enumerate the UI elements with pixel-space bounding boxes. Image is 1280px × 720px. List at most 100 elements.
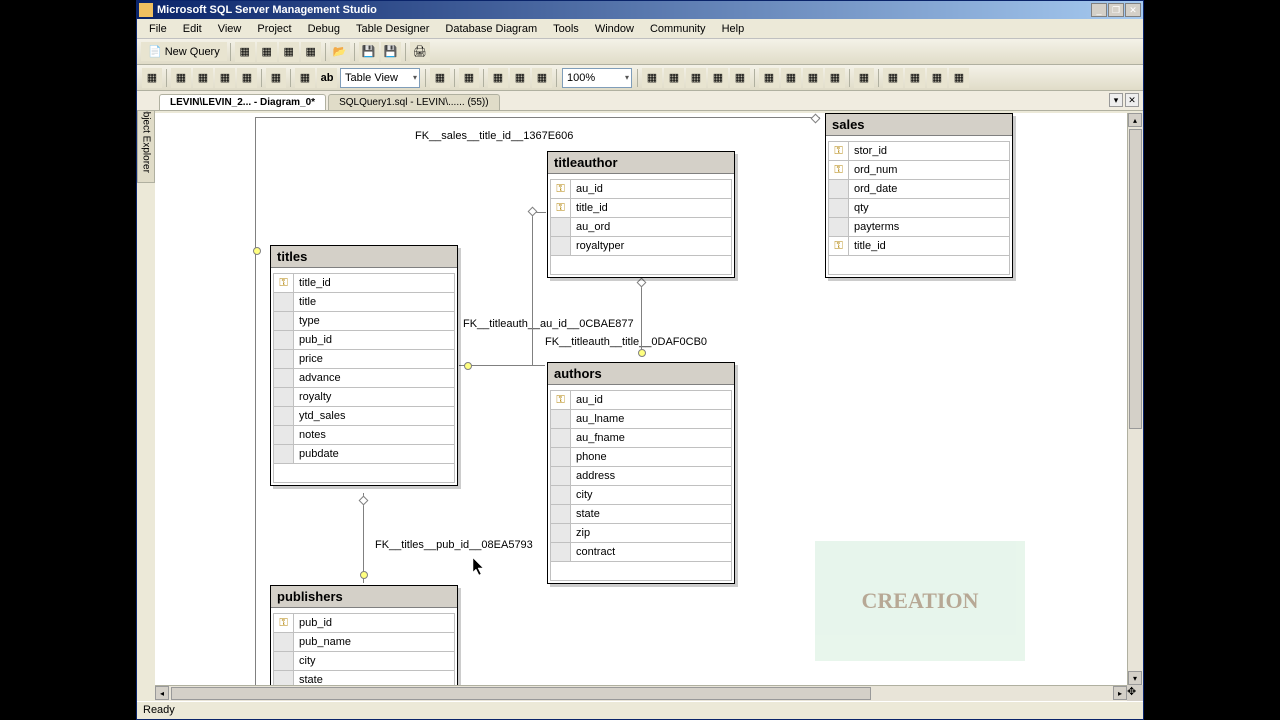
db-column-row[interactable]: au_ord: [551, 218, 731, 237]
open-button[interactable]: 📂: [330, 42, 350, 62]
db-column-row[interactable]: ytd_sales: [274, 407, 454, 426]
horizontal-scrollbar[interactable]: ◂ ▸: [155, 685, 1127, 701]
tb-d1[interactable]: ▦: [142, 68, 162, 88]
menu-file[interactable]: File: [141, 21, 175, 37]
db-column-row[interactable]: royalty: [274, 388, 454, 407]
tb-d4[interactable]: ▦: [215, 68, 235, 88]
db-table-header[interactable]: sales: [826, 114, 1012, 136]
save-button[interactable]: 💾: [359, 42, 379, 62]
menu-community[interactable]: Community: [642, 21, 714, 37]
db-column-row[interactable]: state: [551, 505, 731, 524]
db-column-row[interactable]: advance: [274, 369, 454, 388]
new-query-button[interactable]: 📄 New Query: [141, 42, 227, 61]
tab-dropdown-button[interactable]: ▾: [1109, 93, 1123, 107]
minimize-button[interactable]: _: [1091, 3, 1107, 17]
db-table-header[interactable]: authors: [548, 363, 734, 385]
tb-btn-2[interactable]: ▦: [257, 42, 277, 62]
close-button[interactable]: ✕: [1125, 3, 1141, 17]
tb-d24[interactable]: ▦: [905, 68, 925, 88]
tb-btn-3[interactable]: ▦: [279, 42, 299, 62]
menu-view[interactable]: View: [210, 21, 250, 37]
menu-database-diagram[interactable]: Database Diagram: [437, 21, 545, 37]
tb-d3[interactable]: ▦: [193, 68, 213, 88]
db-table-header[interactable]: titleauthor: [548, 152, 734, 174]
db-column-row[interactable]: au_fname: [551, 429, 731, 448]
menu-debug[interactable]: Debug: [300, 21, 348, 37]
save-all-button[interactable]: 💾: [381, 42, 401, 62]
db-column-row[interactable]: zip: [551, 524, 731, 543]
tb-d13[interactable]: ▦: [642, 68, 662, 88]
db-table-publishers[interactable]: publishers⚿pub_idpub_namecitystate: [270, 585, 458, 701]
scroll-thumb[interactable]: [1129, 129, 1142, 429]
tb-d9[interactable]: ▦: [459, 68, 479, 88]
tab-sqlquery[interactable]: SQLQuery1.sql - LEVIN\...... (55)): [328, 94, 500, 110]
db-table-sales[interactable]: sales ⚿stor_id⚿ord_numord_dateqtypayterms…: [825, 113, 1013, 278]
db-column-row[interactable]: phone: [551, 448, 731, 467]
tb-d5[interactable]: ▦: [237, 68, 257, 88]
scroll-thumb[interactable]: [171, 687, 871, 700]
menu-edit[interactable]: Edit: [175, 21, 210, 37]
db-table-header[interactable]: publishers: [271, 586, 457, 608]
db-column-row[interactable]: ⚿stor_id: [829, 142, 1009, 161]
scroll-up-button[interactable]: ▴: [1128, 113, 1142, 127]
db-column-row[interactable]: ⚿au_id: [551, 180, 731, 199]
tb-btn-1[interactable]: ▦: [235, 42, 255, 62]
titlebar[interactable]: Microsoft SQL Server Management Studio _…: [137, 1, 1143, 19]
db-column-row[interactable]: qty: [829, 199, 1009, 218]
zoom-dropdown[interactable]: 100%: [562, 68, 632, 88]
db-table-authors[interactable]: authors ⚿au_idau_lnameau_fnamephoneaddres…: [547, 362, 735, 584]
tb-d2[interactable]: ▦: [171, 68, 191, 88]
db-column-row[interactable]: ⚿ord_num: [829, 161, 1009, 180]
tb-btn-4[interactable]: ▦: [301, 42, 321, 62]
tb-d8[interactable]: ▦: [430, 68, 450, 88]
menu-table-designer[interactable]: Table Designer: [348, 21, 437, 37]
db-column-row[interactable]: ord_date: [829, 180, 1009, 199]
db-column-row[interactable]: au_lname: [551, 410, 731, 429]
tb-d25[interactable]: ▦: [927, 68, 947, 88]
tb-d10[interactable]: ▦: [488, 68, 508, 88]
db-table-header[interactable]: titles: [271, 246, 457, 268]
vertical-scrollbar[interactable]: ▴ ▾: [1127, 113, 1143, 685]
db-column-row[interactable]: pub_name: [274, 633, 454, 652]
scroll-right-button[interactable]: ▸: [1113, 686, 1127, 700]
tb-d12[interactable]: ▦: [532, 68, 552, 88]
tb-d18[interactable]: ▦: [759, 68, 779, 88]
db-column-row[interactable]: address: [551, 467, 731, 486]
db-column-row[interactable]: royaltyper: [551, 237, 731, 256]
tb-d19[interactable]: ▦: [781, 68, 801, 88]
tb-d14[interactable]: ▦: [664, 68, 684, 88]
db-column-row[interactable]: notes: [274, 426, 454, 445]
scroll-left-button[interactable]: ◂: [155, 686, 169, 700]
db-column-row[interactable]: pub_id: [274, 331, 454, 350]
db-column-row[interactable]: ⚿pub_id: [274, 614, 454, 633]
tb-d21[interactable]: ▦: [825, 68, 845, 88]
diagram-canvas[interactable]: FK__sales__title_id__1367E606 FK__titlea…: [155, 113, 1127, 685]
tab-diagram[interactable]: LEVIN\LEVIN_2... - Diagram_0*: [159, 94, 326, 110]
tb-d23[interactable]: ▦: [883, 68, 903, 88]
db-column-row[interactable]: city: [551, 486, 731, 505]
tb-d26[interactable]: ▦: [949, 68, 969, 88]
tb-d15[interactable]: ▦: [686, 68, 706, 88]
scroll-down-button[interactable]: ▾: [1128, 671, 1142, 685]
db-column-row[interactable]: pubdate: [274, 445, 454, 464]
table-view-dropdown[interactable]: Table View: [340, 68, 420, 88]
db-column-row[interactable]: title: [274, 293, 454, 312]
tb-d22[interactable]: ▦: [854, 68, 874, 88]
tb-d7[interactable]: ▦: [295, 68, 315, 88]
db-column-row[interactable]: payterms: [829, 218, 1009, 237]
tb-d11[interactable]: ▦: [510, 68, 530, 88]
db-column-row[interactable]: ⚿au_id: [551, 391, 731, 410]
tb-d6[interactable]: ▦: [266, 68, 286, 88]
db-column-row[interactable]: ⚿title_id: [829, 237, 1009, 256]
db-table-titles[interactable]: titles⚿title_idtitletypepub_idpriceadvan…: [270, 245, 458, 486]
tab-close-button[interactable]: ✕: [1125, 93, 1139, 107]
menu-tools[interactable]: Tools: [545, 21, 587, 37]
tb-d20[interactable]: ▦: [803, 68, 823, 88]
db-column-row[interactable]: contract: [551, 543, 731, 562]
db-column-row[interactable]: ⚿title_id: [551, 199, 731, 218]
ab-button[interactable]: ab: [317, 68, 337, 88]
db-table-titleauthor[interactable]: titleauthor ⚿au_id⚿title_idau_ordroyaltyp…: [547, 151, 735, 278]
maximize-button[interactable]: ❐: [1108, 3, 1124, 17]
menu-window[interactable]: Window: [587, 21, 642, 37]
tb-d17[interactable]: ▦: [730, 68, 750, 88]
